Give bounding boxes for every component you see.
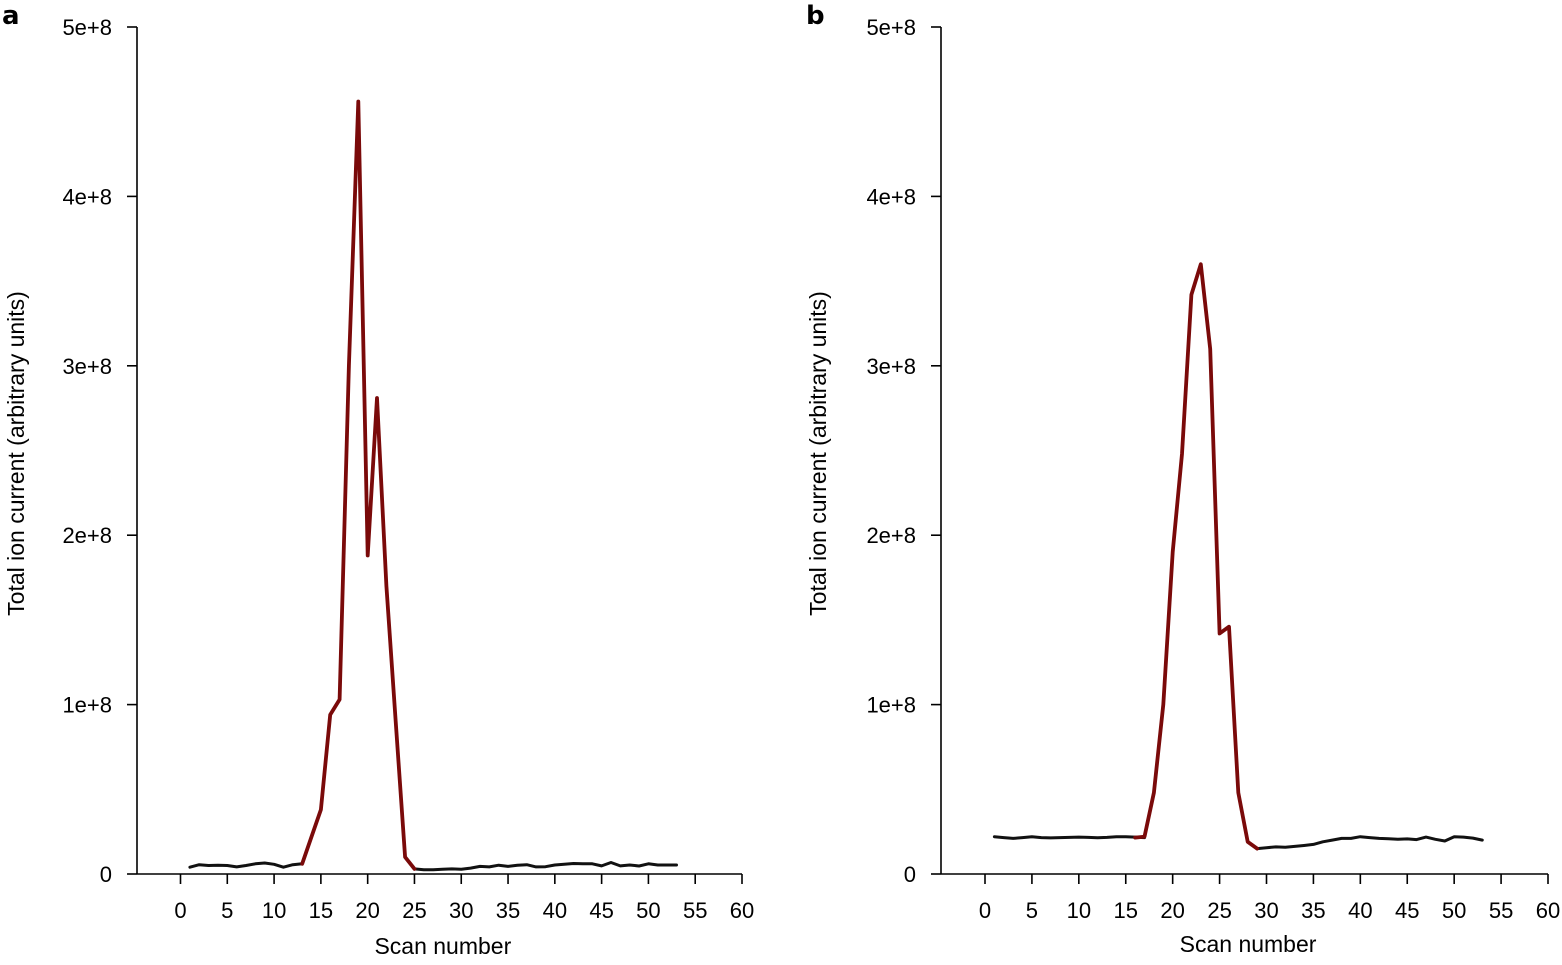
y-tick-label: 2e+8 xyxy=(866,523,916,548)
x-tick-label: 10 xyxy=(1067,898,1091,923)
y-tick-label: 4e+8 xyxy=(62,184,112,209)
series-line-peak xyxy=(300,99,417,871)
y-tick-label: 4e+8 xyxy=(866,184,916,209)
x-tick-label: 5 xyxy=(1026,898,1038,923)
x-tick-label: 20 xyxy=(355,898,379,923)
x-tick-label: 60 xyxy=(730,898,754,923)
x-tick-label: 50 xyxy=(1442,898,1466,923)
x-tick-label: 55 xyxy=(683,898,707,923)
panel-label-a: a xyxy=(2,1,20,31)
series-line-baseline xyxy=(1255,835,1484,851)
series-line-baseline xyxy=(413,861,678,872)
y-axis-title: Total ion current (arbitrary units) xyxy=(3,291,29,616)
y-tick-label: 2e+8 xyxy=(62,523,112,548)
y-tick-label: 5e+8 xyxy=(866,15,916,40)
x-tick-label: 15 xyxy=(1114,898,1138,923)
x-axis-title: Scan number xyxy=(1180,931,1317,957)
x-tick-label: 30 xyxy=(449,898,473,923)
x-tick-label: 45 xyxy=(589,898,613,923)
chart-panel-b: b 0 1e+8 2e+8 3e+8 4e+8 5e+8 0 5 10 15 20 25 30 35 40 45… xyxy=(805,1,1560,957)
y-tick-label: 1e+8 xyxy=(62,693,112,718)
x-tick-label: 15 xyxy=(309,898,333,923)
y-tick-label: 3e+8 xyxy=(866,354,916,379)
y-tick-label: 3e+8 xyxy=(62,354,112,379)
series-line-baseline xyxy=(992,835,1146,840)
x-tick-label: 60 xyxy=(1536,898,1560,923)
x-tick-label: 55 xyxy=(1489,898,1513,923)
x-tick-label: 25 xyxy=(402,898,426,923)
x-tick-label: 30 xyxy=(1254,898,1278,923)
x-axis-title: Scan number xyxy=(374,933,511,959)
series-line-peak xyxy=(1133,262,1259,851)
x-tick-label: 40 xyxy=(1348,898,1372,923)
x-tick-label: 5 xyxy=(221,898,233,923)
series-line-baseline xyxy=(188,861,304,869)
y-axis-title: Total ion current (arbitrary units) xyxy=(805,291,831,616)
chart-panel-a: a 0 1e+8 2e+8 3e+8 4e+8 5e+8 0 5 10 15 20 25 30 35 40 45… xyxy=(2,1,754,959)
y-tick-label: 5e+8 xyxy=(62,15,112,40)
x-tick-label: 40 xyxy=(543,898,567,923)
x-tick-label: 35 xyxy=(496,898,520,923)
panel-label-b: b xyxy=(806,1,825,31)
x-tick-label: 0 xyxy=(979,898,991,923)
y-tick-label: 0 xyxy=(100,862,112,887)
x-tick-label: 25 xyxy=(1207,898,1231,923)
x-tick-label: 50 xyxy=(636,898,660,923)
x-tick-label: 0 xyxy=(174,898,186,923)
y-tick-label: 0 xyxy=(904,862,916,887)
x-tick-label: 20 xyxy=(1160,898,1184,923)
x-tick-label: 45 xyxy=(1395,898,1419,923)
x-tick-label: 10 xyxy=(262,898,286,923)
y-tick-label: 1e+8 xyxy=(866,693,916,718)
x-tick-label: 35 xyxy=(1301,898,1325,923)
